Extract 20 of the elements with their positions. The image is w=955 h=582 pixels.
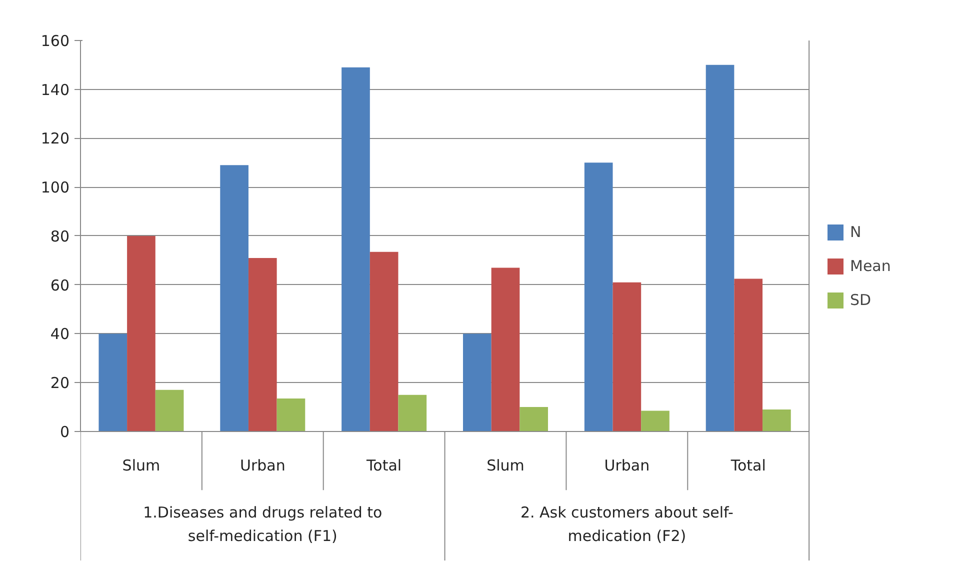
legend-label: SD	[850, 291, 872, 309]
y-tick-label: 120	[40, 130, 70, 148]
y-tick-label: 160	[40, 32, 70, 50]
y-tick-label: 40	[50, 325, 70, 344]
y-tick-label: 60	[50, 276, 70, 294]
y-tick-label: 100	[40, 178, 70, 197]
y-tick-label: 0	[60, 422, 70, 441]
x-tick-label: Total	[730, 456, 766, 474]
x-tick-label: Total	[366, 456, 402, 474]
legend-label: N	[850, 223, 862, 241]
text: 2. Ask customers about self-medication (F2)	[520, 503, 734, 545]
y-tick-label: 80	[50, 227, 70, 246]
x-tick-label: Urban	[240, 456, 286, 474]
text: 1.Diseases and drugs related to self-medication (F1)	[143, 503, 382, 545]
x-tick-label: Slum	[486, 456, 524, 474]
x-tick-label: Slum	[122, 456, 160, 474]
y-tick-label: 140	[40, 80, 70, 99]
x-tick-label: Urban	[604, 456, 650, 474]
legend-label: Mean	[850, 257, 891, 275]
y-tick-label: 20	[50, 374, 70, 392]
